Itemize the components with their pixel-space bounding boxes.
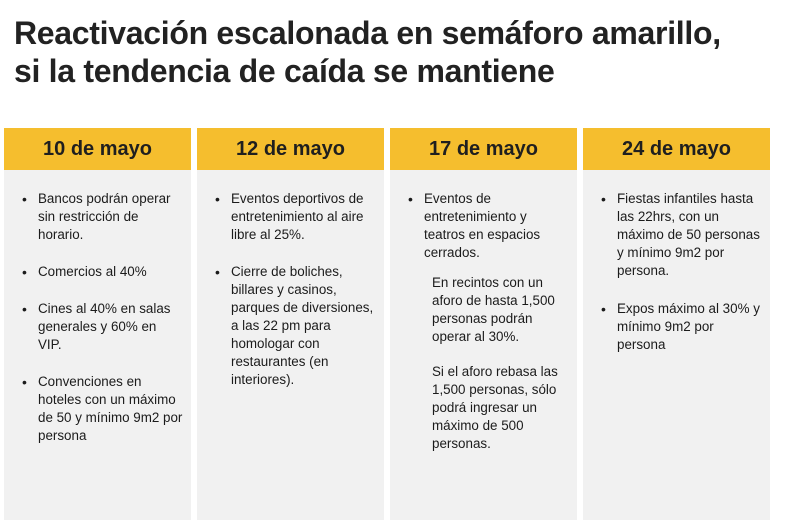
list-item: Cierre de boliches, billares y casinos, … bbox=[213, 263, 376, 389]
page-title: Reactivación escalonada en semáforo amar… bbox=[14, 14, 794, 90]
column-item-list: Eventos de entretenimiento y teatros en … bbox=[390, 170, 577, 262]
note-paragraph: En recintos con un aforo de hasta 1,500 … bbox=[432, 275, 555, 344]
column-item-list: Eventos deportivos de entretenimiento al… bbox=[197, 170, 384, 389]
column-item-list: Bancos podrán operar sin restricción de … bbox=[4, 170, 191, 445]
column-date-header: 10 de mayo bbox=[4, 128, 191, 170]
list-item: Fiestas infantiles hasta las 22hrs, con … bbox=[599, 190, 762, 280]
column-date-header: 17 de mayo bbox=[390, 128, 577, 170]
note-paragraph: Si el aforo rebasa las 1,500 personas, s… bbox=[432, 364, 558, 451]
list-item: Eventos de entretenimiento y teatros en … bbox=[406, 190, 569, 262]
title-line-1: Reactivación escalonada en semáforo amar… bbox=[14, 15, 721, 51]
list-item: Cines al 40% en salas generales y 60% en… bbox=[20, 300, 183, 354]
column-may-12: 12 de mayo Eventos deportivos de entrete… bbox=[197, 128, 384, 520]
list-item: Convenciones en hoteles con un máximo de… bbox=[20, 373, 183, 445]
column-date-header: 24 de mayo bbox=[583, 128, 770, 170]
column-date-header: 12 de mayo bbox=[197, 128, 384, 170]
list-item: Bancos podrán operar sin restricción de … bbox=[20, 190, 183, 244]
list-item: Eventos deportivos de entretenimiento al… bbox=[213, 190, 376, 244]
column-item-list: Fiestas infantiles hasta las 22hrs, con … bbox=[583, 170, 770, 354]
timeline-columns: 10 de mayo Bancos podrán operar sin rest… bbox=[4, 128, 770, 520]
column-may-24: 24 de mayo Fiestas infantiles hasta las … bbox=[583, 128, 770, 520]
column-may-17: 17 de mayo Eventos de entretenimiento y … bbox=[390, 128, 577, 520]
list-item: Expos máximo al 30% y mínimo 9m2 por per… bbox=[599, 300, 762, 354]
title-line-2: si la tendencia de caída se mantiene bbox=[14, 53, 555, 89]
list-item: Comercios al 40% bbox=[20, 263, 183, 281]
column-notes: En recintos con un aforo de hasta 1,500 … bbox=[390, 274, 577, 453]
column-may-10: 10 de mayo Bancos podrán operar sin rest… bbox=[4, 128, 191, 520]
